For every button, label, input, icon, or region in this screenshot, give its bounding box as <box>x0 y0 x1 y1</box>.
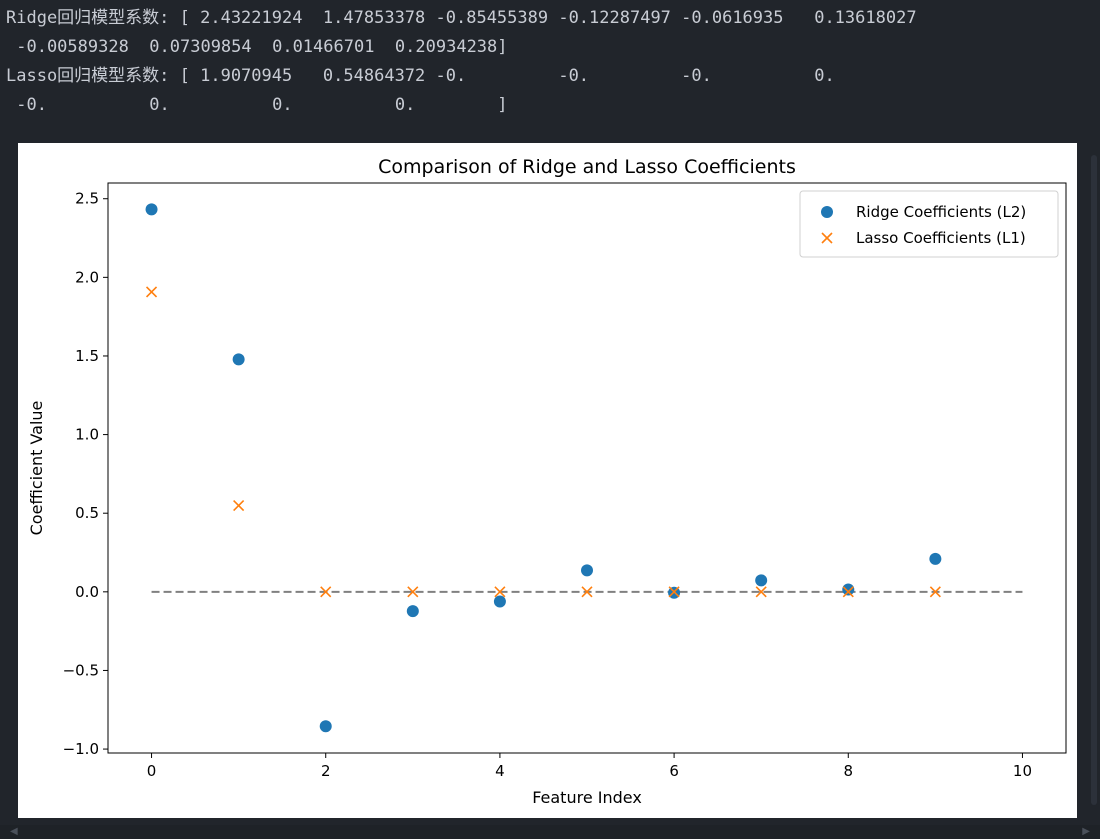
lasso-point-stroke <box>320 586 332 598</box>
lasso-point-stroke <box>407 586 419 598</box>
vertical-scrollbar[interactable] <box>1088 143 1100 818</box>
lasso-point-stroke <box>929 586 941 598</box>
y-tick-label: 2.0 <box>75 268 99 286</box>
y-tick-label: −0.5 <box>63 661 99 679</box>
y-tick-label: 2.5 <box>75 190 99 208</box>
lasso-point <box>755 586 767 598</box>
x-tick-label: 4 <box>495 762 505 780</box>
horizontal-scrollbar[interactable]: ◀ ▶ <box>0 825 1100 839</box>
lasso-point-stroke <box>842 586 854 598</box>
y-tick-label: −1.0 <box>63 740 99 758</box>
console-line-ridge-2: -0.00589328 0.07309854 0.01466701 0.2093… <box>6 37 508 57</box>
lasso-point <box>842 586 854 598</box>
ridge-point <box>493 595 506 608</box>
scroll-left-arrow-icon[interactable]: ◀ <box>10 826 18 837</box>
ridge-point <box>406 605 419 618</box>
lasso-point <box>145 286 158 298</box>
console-line-lasso-2: -0. 0. 0. 0. ] <box>6 95 508 115</box>
plot-frame <box>107 182 1067 754</box>
coefficient-chart: Comparison of Ridge and Lasso Coefficien… <box>27 156 1067 807</box>
x-tick-label: 2 <box>321 762 331 780</box>
ridge-point <box>145 203 158 216</box>
legend-marker <box>821 232 833 244</box>
lasso-point <box>929 586 941 598</box>
ridge-point <box>319 720 332 733</box>
x-axis-label: Feature Index <box>532 788 642 807</box>
console-line-lasso-1: Lasso回归模型系数: [ 1.9070945 0.54864372 -0. … <box>6 66 835 86</box>
lasso-point <box>233 499 245 512</box>
y-tick-label: 0.5 <box>75 504 99 522</box>
lasso-point-stroke <box>668 586 680 598</box>
legend-box <box>799 190 1059 258</box>
legend-label: Lasso Coefficients (L1) <box>856 229 1026 247</box>
x-tick-label: 8 <box>843 762 853 780</box>
ridge-point <box>755 574 768 587</box>
x-tick-label: 0 <box>147 762 157 780</box>
lasso-point <box>668 586 680 598</box>
vertical-scroll-thumb[interactable] <box>1091 155 1097 805</box>
scroll-right-arrow-icon[interactable]: ▶ <box>1082 826 1090 837</box>
y-tick-label: 1.0 <box>75 426 99 444</box>
y-tick-label: 0.0 <box>75 583 99 601</box>
lasso-point <box>494 586 506 598</box>
lasso-point-stroke <box>145 286 158 298</box>
lasso-point-stroke <box>755 586 767 598</box>
y-axis-label: Coefficient Value <box>27 401 46 536</box>
console-output: Ridge回归模型系数: [ 2.43221924 1.47853378 -0.… <box>6 4 1100 120</box>
legend-marker-stroke <box>821 232 833 244</box>
lasso-point-stroke <box>233 499 245 512</box>
lasso-point <box>407 586 419 598</box>
x-tick-label: 6 <box>669 762 679 780</box>
chart-title: Comparison of Ridge and Lasso Coefficien… <box>378 156 796 178</box>
legend-label: Ridge Coefficients (L2) <box>856 203 1026 221</box>
ridge-point <box>929 552 942 565</box>
figure-output: Comparison of Ridge and Lasso Coefficien… <box>18 143 1077 818</box>
lasso-point-stroke <box>494 586 506 598</box>
y-tick-label: 1.5 <box>75 347 99 365</box>
legend-marker <box>821 206 833 218</box>
ridge-point <box>232 353 245 366</box>
x-tick-label: 10 <box>1013 762 1032 780</box>
ridge-point <box>581 564 593 577</box>
console-line-ridge-1: Ridge回归模型系数: [ 2.43221924 1.47853378 -0.… <box>6 8 917 28</box>
lasso-point-stroke <box>581 586 593 598</box>
ridge-point <box>842 583 855 596</box>
lasso-point <box>320 586 332 598</box>
lasso-point <box>581 586 593 598</box>
